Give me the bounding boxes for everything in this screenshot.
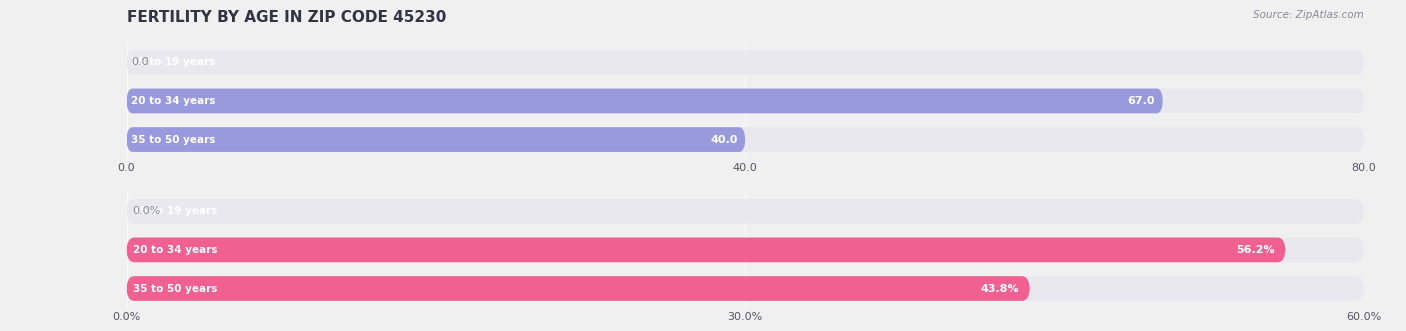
Text: FERTILITY BY AGE IN ZIP CODE 45230: FERTILITY BY AGE IN ZIP CODE 45230	[127, 10, 446, 25]
FancyBboxPatch shape	[127, 89, 1163, 113]
Text: 56.2%: 56.2%	[1236, 245, 1275, 255]
Text: 35 to 50 years: 35 to 50 years	[131, 135, 215, 145]
FancyBboxPatch shape	[127, 50, 1364, 75]
FancyBboxPatch shape	[127, 238, 1364, 262]
Text: 20 to 34 years: 20 to 34 years	[131, 96, 215, 106]
FancyBboxPatch shape	[127, 89, 1364, 113]
FancyBboxPatch shape	[127, 199, 1364, 224]
Text: 15 to 19 years: 15 to 19 years	[132, 206, 217, 216]
FancyBboxPatch shape	[127, 127, 745, 152]
FancyBboxPatch shape	[127, 276, 1031, 301]
Text: 40.0: 40.0	[710, 135, 738, 145]
Text: 35 to 50 years: 35 to 50 years	[132, 284, 217, 294]
Text: 0.0%: 0.0%	[132, 206, 160, 216]
FancyBboxPatch shape	[127, 276, 1364, 301]
FancyBboxPatch shape	[127, 238, 1285, 262]
FancyBboxPatch shape	[127, 127, 1364, 152]
Text: 20 to 34 years: 20 to 34 years	[132, 245, 217, 255]
Text: 0.0: 0.0	[131, 57, 149, 67]
Text: 15 to 19 years: 15 to 19 years	[131, 57, 215, 67]
Text: 43.8%: 43.8%	[981, 284, 1019, 294]
Text: Source: ZipAtlas.com: Source: ZipAtlas.com	[1253, 10, 1364, 20]
Text: 67.0: 67.0	[1128, 96, 1156, 106]
